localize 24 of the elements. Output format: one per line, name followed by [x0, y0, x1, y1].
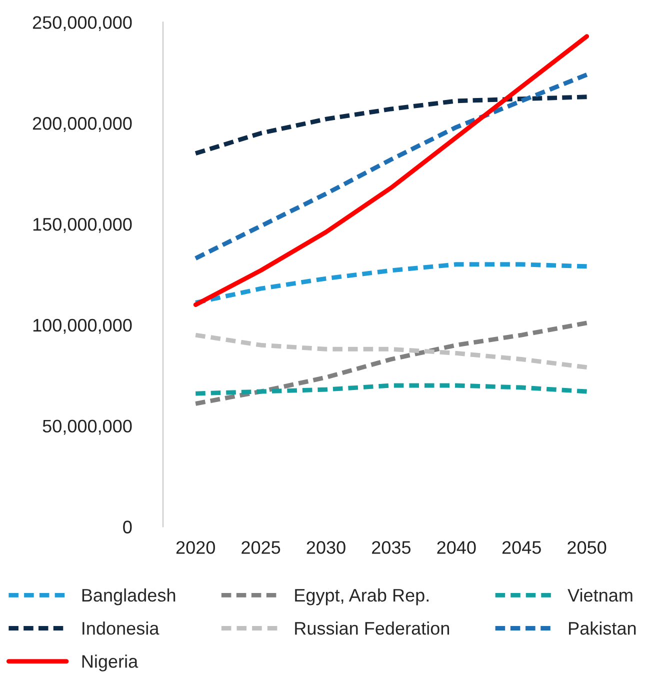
- legend-label: Indonesia: [82, 621, 160, 635]
- legend-label: Pakistan: [569, 621, 636, 635]
- legend-label: Egypt, Arab Rep.: [295, 588, 428, 606]
- legend-label: Russian Federation: [295, 621, 450, 635]
- line-series: [193, 332, 590, 370]
- line-series: [193, 320, 590, 406]
- y-tick-label: 100,000,000: [33, 318, 132, 334]
- y-tick-label: 50,000,000: [42, 420, 132, 435]
- x-tick-label: 2030: [306, 541, 346, 554]
- legend-label: Vietnam: [568, 588, 632, 602]
- line-series: [193, 34, 590, 307]
- x-tick-label: 2025: [242, 541, 280, 554]
- y-tick-label: 0: [123, 520, 132, 534]
- x-tick-label: 2020: [176, 541, 215, 554]
- x-tick-label: 2045: [502, 541, 541, 554]
- legend-label: Nigeria: [82, 654, 138, 672]
- y-tick-label: 150,000,000: [33, 218, 132, 233]
- y-tick-label: 200,000,000: [32, 117, 132, 132]
- legend-label: Bangladesh: [82, 588, 176, 606]
- x-tick-label: 2050: [568, 541, 606, 554]
- line-series: [193, 72, 590, 261]
- x-tick-label: 2035: [372, 541, 411, 554]
- x-tick-label: 2040: [437, 541, 476, 554]
- y-tick-label: 250,000,000: [32, 16, 132, 32]
